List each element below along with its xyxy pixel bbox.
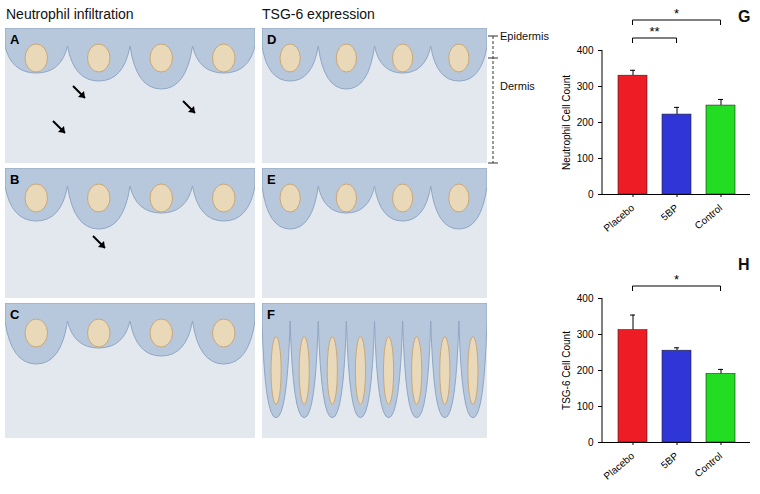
- svg-text:Placebo: Placebo: [602, 202, 637, 234]
- svg-text:5BP: 5BP: [659, 450, 681, 471]
- svg-text:100: 100: [577, 153, 594, 164]
- svg-text:0: 0: [588, 189, 594, 200]
- svg-text:100: 100: [577, 401, 594, 412]
- html-text:H: H: [738, 256, 750, 273]
- svg-text:D: D: [267, 32, 276, 47]
- svg-text:300: 300: [577, 329, 594, 340]
- svg-text:A: A: [10, 32, 20, 47]
- svg-text:200: 200: [577, 117, 594, 128]
- html-text:Dermis: Dermis: [500, 80, 535, 92]
- svg-text:Control: Control: [693, 450, 725, 479]
- html-text:Neutrophil infiltration: Neutrophil infiltration: [6, 6, 134, 22]
- svg-text:**: **: [649, 24, 659, 39]
- svg-text:300: 300: [577, 81, 594, 92]
- svg-text:200: 200: [577, 365, 594, 376]
- svg-text:0: 0: [588, 437, 594, 448]
- svg-text:B: B: [10, 172, 19, 187]
- svg-text:F: F: [267, 307, 275, 322]
- svg-text:Neutrophil Cell Count: Neutrophil Cell Count: [561, 75, 572, 170]
- svg-text:Placebo: Placebo: [602, 450, 637, 482]
- svg-text:*: *: [674, 272, 679, 287]
- svg-text:400: 400: [577, 293, 594, 304]
- svg-text:TSG-6 Cell Count: TSG-6 Cell Count: [561, 331, 572, 410]
- svg-text:E: E: [267, 172, 276, 187]
- svg-text:*: *: [674, 6, 679, 21]
- html-text:G: G: [738, 8, 751, 25]
- svg-text:Control: Control: [693, 202, 725, 231]
- html-text:Epidermis: Epidermis: [500, 30, 549, 42]
- svg-text:5BP: 5BP: [659, 202, 681, 223]
- svg-text:400: 400: [577, 45, 594, 56]
- html-text:TSG-6 expression: TSG-6 expression: [262, 6, 375, 22]
- svg-text:C: C: [10, 307, 20, 322]
